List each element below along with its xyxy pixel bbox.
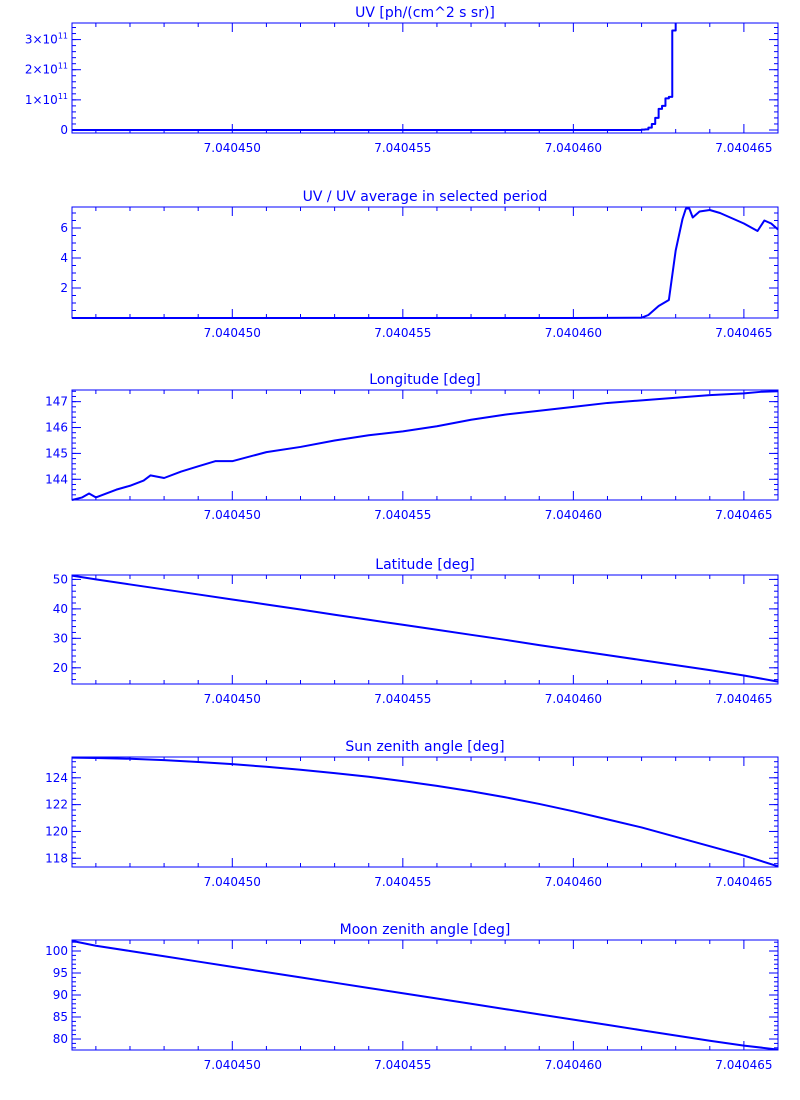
y-tick-label: 147 — [45, 395, 68, 409]
data-line — [71, 939, 779, 1051]
y-tick-label: 1×1011 — [25, 92, 68, 107]
y-tick-label: 50 — [53, 572, 68, 586]
data-line — [72, 207, 779, 319]
y-tick-label: 124 — [45, 771, 68, 785]
chart-title: Longitude [deg] — [369, 372, 480, 388]
x-tick-label: 7.040460 — [545, 692, 602, 706]
data-line — [72, 23, 677, 131]
x-tick-label: 7.040450 — [204, 692, 261, 706]
x-tick-label: 7.040455 — [374, 692, 431, 706]
x-tick-label: 7.040455 — [374, 1058, 431, 1072]
y-tick-label: 4 — [60, 251, 68, 265]
chart-title: Moon zenith angle [deg] — [340, 922, 511, 938]
chart-title: Latitude [deg] — [375, 557, 474, 573]
plot-frame — [71, 756, 779, 868]
data-line — [71, 574, 779, 683]
y-tick-label: 2 — [60, 281, 68, 295]
chart-title: UV / UV average in selected period — [303, 189, 548, 205]
x-tick-label: 7.040455 — [374, 141, 431, 155]
x-tick-label: 7.040460 — [545, 141, 602, 155]
x-tick-label: 7.040450 — [204, 1058, 261, 1072]
plot-frame — [71, 22, 779, 134]
y-tick-label: 95 — [53, 966, 68, 980]
x-tick-label: 7.040465 — [715, 1058, 772, 1072]
y-tick-label: 100 — [45, 944, 68, 958]
y-tick-label: 122 — [45, 798, 68, 812]
data-line — [71, 756, 779, 868]
chart-title: Sun zenith angle [deg] — [345, 739, 504, 755]
x-tick-label: 7.040450 — [204, 141, 261, 155]
x-tick-label: 7.040465 — [715, 508, 772, 522]
x-tick-label: 7.040460 — [545, 508, 602, 522]
y-tick-label: 85 — [53, 1010, 68, 1024]
chart-title: UV [ph/(cm^2 s sr)] — [355, 5, 495, 21]
y-tick-label: 90 — [53, 988, 68, 1002]
x-tick-label: 7.040460 — [545, 1058, 602, 1072]
plot-frame — [71, 389, 779, 501]
plot-frame — [71, 939, 779, 1051]
y-tick-label: 144 — [45, 472, 68, 486]
y-tick-label: 3×1011 — [25, 32, 68, 47]
y-tick-label: 118 — [45, 851, 68, 865]
plot-frame — [71, 574, 779, 685]
plot-frame — [71, 206, 779, 319]
x-tick-label: 7.040450 — [204, 508, 261, 522]
x-tick-label: 7.040460 — [545, 875, 602, 889]
y-tick-label: 20 — [53, 661, 68, 675]
y-tick-label: 40 — [53, 602, 68, 616]
x-tick-label: 7.040455 — [374, 508, 431, 522]
x-tick-label: 7.040465 — [715, 326, 772, 340]
x-tick-label: 7.040455 — [374, 326, 431, 340]
chart-panel-2: UV / UV average in selected period 2 4 6 7.0… — [60, 189, 779, 340]
x-tick-label: 7.040465 — [715, 875, 772, 889]
y-tick-label: 80 — [53, 1032, 68, 1046]
y-tick-label: 146 — [45, 421, 68, 435]
y-tick-label: 120 — [45, 824, 68, 838]
x-tick-label: 7.040455 — [374, 875, 431, 889]
y-tick-label: 6 — [60, 221, 68, 235]
chart-panel-4: Latitude [deg] 20 30 40 50 7.040450 7.040455 7.… — [53, 557, 779, 706]
x-tick-label: 7.040465 — [715, 692, 772, 706]
chart-panel-5: Sun zenith angle [deg] 118 120 122 124 7.0404… — [45, 739, 779, 889]
x-tick-label: 7.040450 — [204, 326, 261, 340]
y-tick-label: 0 — [60, 123, 68, 137]
x-tick-label: 7.040465 — [715, 141, 772, 155]
data-line — [71, 390, 779, 501]
chart-panel-1: UV [ph/(cm^2 s sr)] 0 1×1011 2×1011 3×1011 7.… — [25, 5, 779, 155]
chart-panel-6: Moon zenith angle [deg] 80 85 90 95 100 7.0404… — [45, 922, 779, 1072]
chart-panel-3: Longitude [deg] 144 145 146 147 7.040450 7.040… — [45, 372, 779, 522]
x-tick-label: 7.040450 — [204, 875, 261, 889]
y-tick-label: 2×1011 — [25, 62, 68, 77]
y-tick-label: 30 — [53, 631, 68, 645]
x-tick-label: 7.040460 — [545, 326, 602, 340]
y-tick-label: 145 — [45, 446, 68, 460]
